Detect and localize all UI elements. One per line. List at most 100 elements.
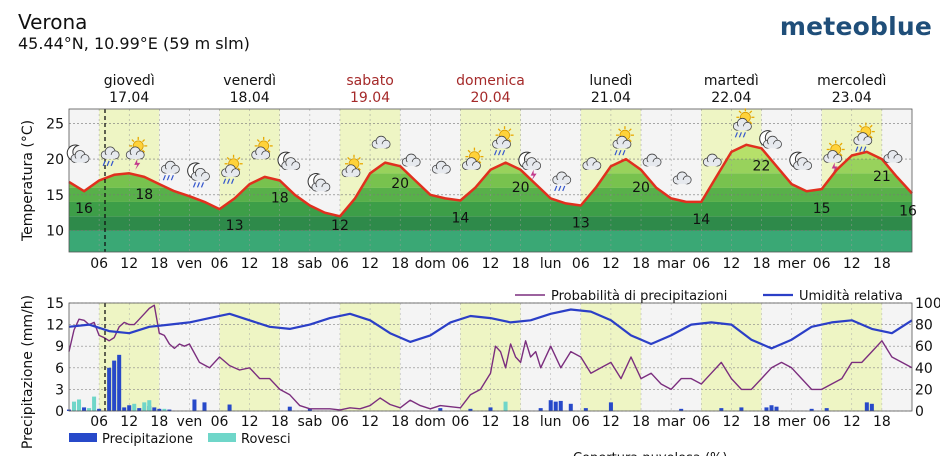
sun-ray bbox=[267, 139, 271, 143]
sun-ray bbox=[628, 138, 632, 142]
sun-ray bbox=[467, 149, 471, 153]
temp-max-label: 20 bbox=[391, 176, 409, 192]
precip-bar bbox=[97, 408, 102, 411]
precip-xtick-label: 18 bbox=[150, 414, 168, 430]
sun-ray bbox=[749, 110, 753, 114]
precip-bar bbox=[192, 399, 197, 411]
cloud-part bbox=[105, 154, 116, 159]
rain-drop bbox=[742, 132, 746, 138]
temp-ytick-label: 25 bbox=[46, 116, 64, 132]
temp-xtick-label: mar bbox=[657, 256, 685, 272]
precip-bar bbox=[307, 408, 312, 411]
precip-xtick-label: 18 bbox=[632, 414, 650, 430]
temp-xtick-label: lun bbox=[540, 256, 562, 272]
sun-ray bbox=[478, 160, 482, 164]
shower-bar bbox=[503, 401, 508, 411]
precip-bar bbox=[739, 407, 744, 411]
temp-xtick-label: dom bbox=[415, 256, 446, 272]
temp-min-label: 14 bbox=[692, 212, 710, 228]
precip-bar bbox=[152, 407, 157, 411]
precip-xtick-label: 12 bbox=[120, 414, 138, 430]
precip-bar bbox=[809, 408, 814, 411]
cloud-part bbox=[857, 140, 868, 145]
precip-bar bbox=[864, 402, 869, 411]
precip-bar bbox=[468, 408, 473, 411]
day-name: domenica bbox=[456, 73, 525, 89]
rain-drop bbox=[554, 185, 558, 192]
rain-drop bbox=[863, 146, 867, 152]
legend-precip-label: Precipitazione bbox=[102, 432, 193, 447]
sun-rain-icon bbox=[492, 126, 514, 156]
rain-drop bbox=[166, 174, 170, 181]
rain-cloud-icon bbox=[552, 171, 572, 192]
precip-bar bbox=[112, 360, 117, 411]
rain-drop bbox=[738, 132, 742, 138]
precip-bar bbox=[82, 407, 87, 411]
location-title: Verona bbox=[18, 10, 88, 34]
rain-drop bbox=[170, 174, 174, 181]
moon-thunder-icon bbox=[518, 151, 542, 181]
shower-bar bbox=[142, 402, 147, 411]
rain-drop bbox=[102, 160, 106, 167]
sun-ray bbox=[869, 135, 873, 139]
sun-ray bbox=[478, 149, 482, 153]
temp-xtick-label: 06 bbox=[331, 256, 349, 272]
shower-bar bbox=[72, 401, 77, 411]
rain-drop bbox=[223, 178, 227, 184]
precip-bar bbox=[824, 408, 829, 411]
precip-bar bbox=[869, 403, 874, 411]
sun-ray bbox=[839, 153, 843, 157]
day-name: mercoledì bbox=[817, 73, 886, 89]
precip-bar bbox=[583, 408, 588, 411]
moon-cloud-icon bbox=[277, 151, 301, 171]
sun-ray bbox=[142, 149, 146, 153]
precip-xtick-label: 18 bbox=[873, 414, 891, 430]
rain-drop bbox=[162, 174, 166, 181]
temperature-panel: 10 15 20 25 Temperatura (°C) 16 13 12 14 13 14 15 16… bbox=[20, 108, 917, 272]
cloud-part bbox=[436, 169, 447, 174]
day-date: 17.04 bbox=[109, 90, 149, 106]
cloud-part bbox=[797, 165, 808, 170]
precip-xtick-label: 18 bbox=[271, 414, 289, 430]
sun-ray bbox=[618, 128, 622, 132]
sun-cloud-icon bbox=[462, 147, 484, 171]
cloud-part bbox=[376, 144, 387, 149]
precip-bar bbox=[488, 407, 493, 411]
lightning-bolt bbox=[831, 162, 838, 174]
precip-xtick-label: sab bbox=[297, 414, 322, 430]
temp-min-label: 16 bbox=[899, 203, 917, 219]
temp-min-label: 13 bbox=[226, 218, 244, 234]
temp-xtick-label: 06 bbox=[572, 256, 590, 272]
temp-xtick-label: 18 bbox=[632, 256, 650, 272]
cloud-icon bbox=[431, 160, 451, 174]
temp-xtick-label: 18 bbox=[512, 256, 530, 272]
precip-ytick-label: 12 bbox=[46, 318, 64, 334]
meteoblue-logo[interactable]: meteoblue bbox=[779, 12, 932, 41]
precip-bar bbox=[774, 406, 779, 411]
sun-ray bbox=[237, 167, 241, 171]
sun-ray bbox=[267, 149, 271, 153]
temp-xtick-label: ven bbox=[177, 256, 203, 272]
shower-bar bbox=[132, 403, 137, 411]
legend-shower-swatch bbox=[208, 433, 236, 442]
precip-ytick-label: 3 bbox=[55, 382, 64, 398]
humidity-ytick-label: 0 bbox=[915, 404, 924, 420]
precip-xtick-label: 06 bbox=[451, 414, 469, 430]
precip-bar bbox=[764, 407, 769, 411]
precip-bar bbox=[553, 401, 558, 411]
sun-ray bbox=[357, 167, 361, 171]
temp-min-label: 15 bbox=[813, 201, 831, 217]
shower-bar bbox=[147, 400, 152, 411]
precip-bar bbox=[137, 408, 142, 411]
sun-ray bbox=[131, 139, 135, 143]
precip-xtick-label: 18 bbox=[753, 414, 771, 430]
temp-xtick-label: 18 bbox=[873, 256, 891, 272]
temp-axis-label: Temperatura (°C) bbox=[20, 120, 36, 242]
temp-xtick-label: 06 bbox=[813, 256, 831, 272]
legend-humidity-label: Umidità relativa bbox=[799, 289, 903, 304]
temp-max-label: 21 bbox=[873, 169, 891, 185]
precip-bar bbox=[167, 409, 172, 411]
precip-bar bbox=[679, 408, 684, 411]
humidity-ytick-label: 100 bbox=[915, 296, 940, 312]
